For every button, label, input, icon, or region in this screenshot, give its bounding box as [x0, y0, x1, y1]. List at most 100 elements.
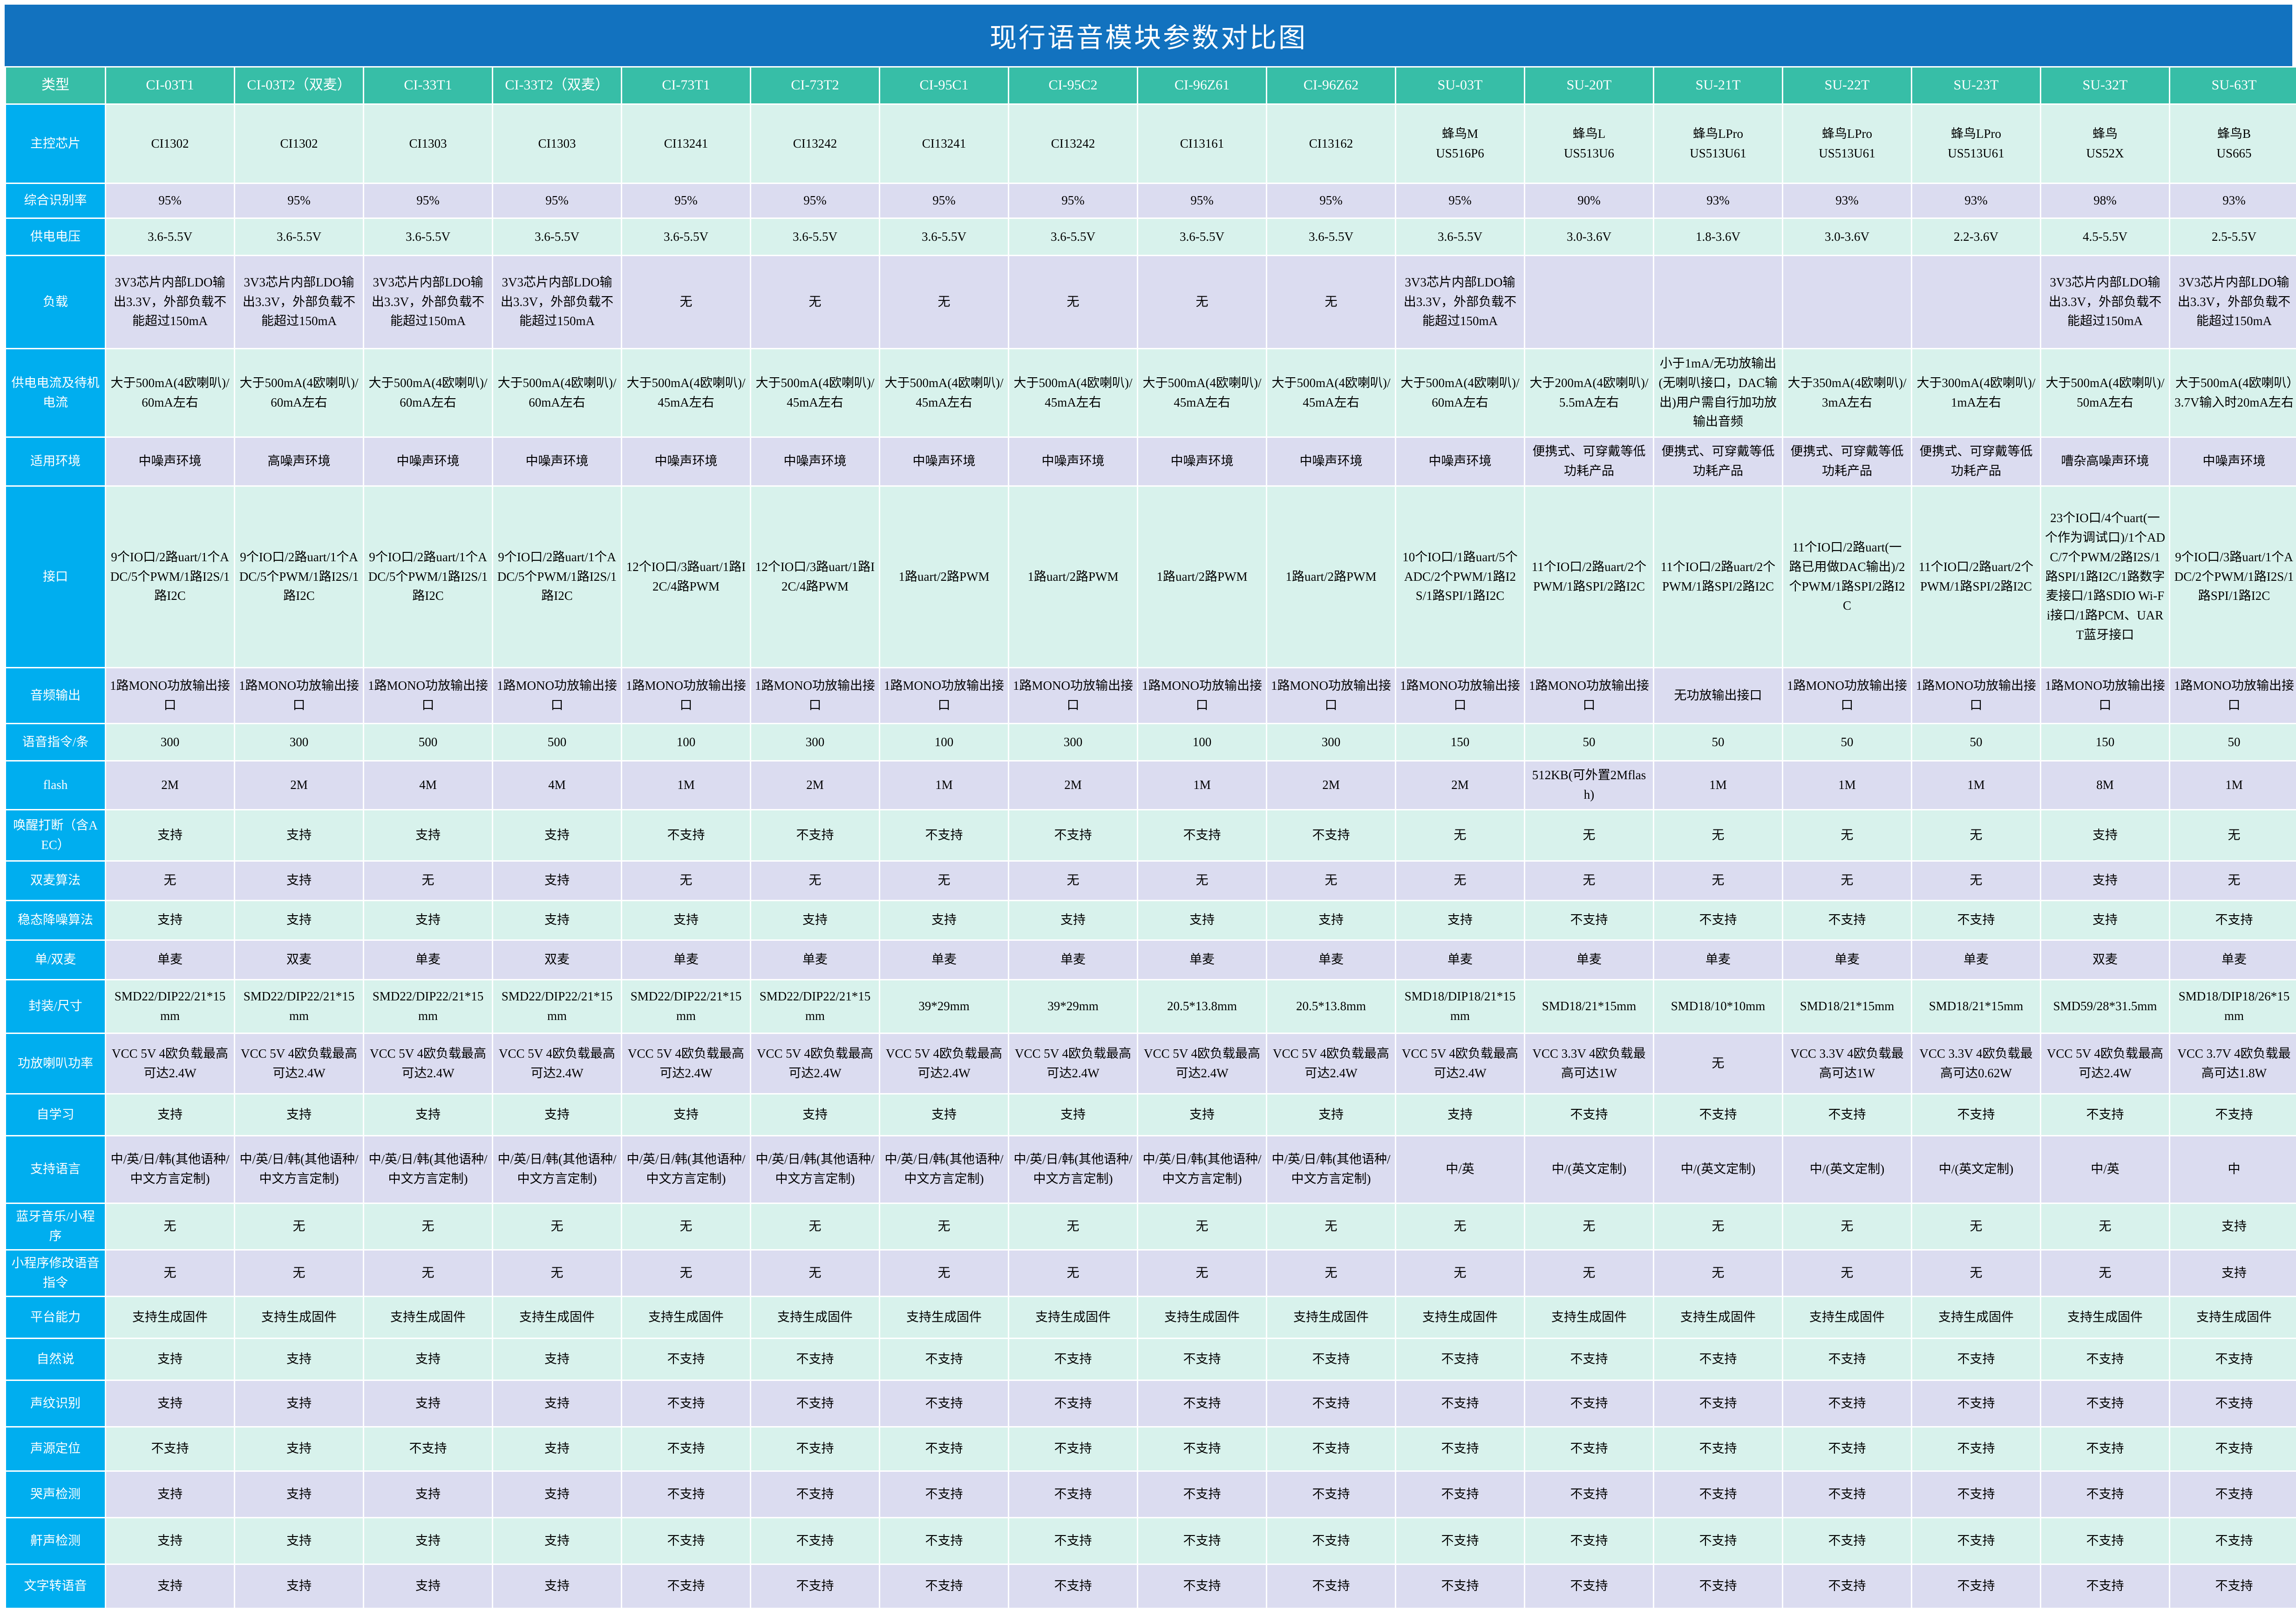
table-cell: 不支持 [1911, 1338, 2041, 1381]
table-cell: 2M [1395, 760, 1525, 810]
table-cell: 10个IO口/1路uart/5个ADC/2个PWM/1路I2S/1路SPI/1路… [1395, 485, 1525, 668]
table-cell: 95% [1008, 183, 1138, 219]
table-cell: 4M [363, 760, 493, 810]
table-cell: 大于500mA(4欧喇叭)/60mA左右 [1395, 348, 1525, 438]
table-cell: 支持 [492, 1380, 622, 1428]
table-cell: 蜂鸟B US665 [2169, 103, 2296, 184]
table-cell: 1M [879, 760, 1009, 810]
table-cell: CI13161 [1137, 103, 1267, 184]
table-cell: 大于500mA(4欧喇叭)/45mA左右 [1137, 348, 1267, 438]
table-cell: 支持 [1266, 900, 1396, 941]
table-row: flash 2M 2M 4M 4M 1M 2M 1M 2M 1M 2M 2M 512KB(可外置2Mfl… [5, 760, 2296, 810]
table-cell: 无 [1395, 860, 1525, 901]
table-cell: 3.0-3.6V [1524, 218, 1654, 256]
table-cell: 不支持 [2169, 900, 2296, 941]
table-cell: 3.6-5.5V [492, 218, 622, 256]
table-cell: 支持 [492, 860, 622, 901]
table-cell: CI13241 [621, 103, 751, 184]
row-label: 唤醒打断（含AEC） [5, 809, 106, 862]
table-cell: 中/英/日/韩(其他语种/中文方言定制) [234, 1135, 364, 1204]
table-cell: 不支持 [879, 809, 1009, 862]
row-label: 哭声检测 [5, 1470, 106, 1518]
table-row: 负载 3V3芯片内部LDO输出3.3V，外部负载不能超过150mA 3V3芯片内部L… [5, 255, 2296, 349]
table-cell: 不支持 [1008, 1470, 1138, 1518]
table-cell: 支持 [492, 1093, 622, 1136]
table-cell: 支持 [1008, 900, 1138, 941]
table-row: 语音指令/条 300 300 500 500 100 300 100 300 100 300 150 5… [5, 723, 2296, 761]
table-row: 主控芯片 CI1302 CI1302 CI1303 CI1303 CI13241 CI132… [5, 103, 2296, 184]
table-cell: 不支持 [1008, 1517, 1138, 1565]
table-cell: 无 [750, 1203, 880, 1251]
table-cell: 大于500mA(4欧喇叭)/45mA左右 [621, 348, 751, 438]
row-label: 蓝牙音乐/小程序 [5, 1203, 106, 1251]
table-cell: 双麦 [2040, 939, 2170, 980]
table-cell: 不支持 [1524, 1517, 1654, 1565]
table-row: 封装/尺寸 SMD22/DIP22/21*15mm SMD22/DIP22/21*1… [5, 979, 2296, 1034]
table-cell: 不支持 [1653, 1517, 1783, 1565]
table-cell: 大于200mA(4欧喇叭)/5.5mA左右 [1524, 348, 1654, 438]
header-row: 类型 CI-03T1 CI-03T2（双麦） CI-33T1 CI-33T2（双麦） CI… [5, 66, 2296, 105]
table-cell: 中噪声环境 [363, 436, 493, 487]
table-cell: 无 [879, 1203, 1009, 1251]
row-label: 接口 [5, 485, 106, 668]
table-cell: 大于500mA(4欧喇叭)/50mA左右 [2040, 348, 2170, 438]
table-cell: 中/(英文定制) [1653, 1135, 1783, 1204]
table-cell: SMD22/DIP22/21*15mm [492, 979, 622, 1034]
column-header: CI-03T2（双麦） [234, 66, 364, 105]
table-cell: 不支持 [750, 1380, 880, 1428]
table-cell: 无 [363, 1249, 493, 1297]
table-cell: 不支持 [1395, 1470, 1525, 1518]
table-cell: 不支持 [1266, 1564, 1396, 1609]
table-cell: 支持生成固件 [1782, 1296, 1912, 1339]
table-cell: 支持 [492, 809, 622, 862]
table-cell: 单麦 [105, 939, 235, 980]
table-cell: 不支持 [1911, 1380, 2041, 1428]
table-cell: 不支持 [1524, 1338, 1654, 1381]
table-cell: 无 [1266, 255, 1396, 349]
table-cell: 无功放输出接口 [1653, 667, 1783, 724]
table-cell: 无 [1782, 809, 1912, 862]
table-cell: 无 [1395, 1249, 1525, 1297]
table-cell: 1路uart/2路PWM [1266, 485, 1396, 668]
table-cell: 不支持 [1782, 1470, 1912, 1518]
table-cell: 无 [621, 860, 751, 901]
table-cell: VCC 5V 4欧负载最高可达2.4W [750, 1033, 880, 1095]
table-cell: 无 [1008, 1203, 1138, 1251]
column-header: SU-03T [1395, 66, 1525, 105]
table-cell: 大于350mA(4欧喇叭)/3mA左右 [1782, 348, 1912, 438]
table-cell: 不支持 [879, 1517, 1009, 1565]
row-label: 语音指令/条 [5, 723, 106, 761]
table-cell: VCC 5V 4欧负载最高可达2.4W [879, 1033, 1009, 1095]
table-cell: 不支持 [621, 1380, 751, 1428]
table-cell: 便携式、可穿戴等低功耗产品 [1653, 436, 1783, 487]
table-cell: 不支持 [2040, 1426, 2170, 1472]
table-cell: 500 [492, 723, 622, 761]
row-label: 双麦算法 [5, 860, 106, 901]
table-cell: SMD22/DIP22/21*15mm [621, 979, 751, 1034]
table-cell: 12个IO口/3路uart/1路I2C/4路PWM [750, 485, 880, 668]
table-cell: 1M [1911, 760, 2041, 810]
column-header: SU-32T [2040, 66, 2170, 105]
row-label: 自学习 [5, 1093, 106, 1136]
table-cell: 无 [750, 860, 880, 901]
table-cell: 不支持 [2169, 1338, 2296, 1381]
table-cell: SMD22/DIP22/21*15mm [234, 979, 364, 1034]
row-label: 小程序修改语音指令 [5, 1249, 106, 1297]
table-cell: 支持 [621, 1093, 751, 1136]
table-cell: 不支持 [1782, 1093, 1912, 1136]
row-label: 供电电压 [5, 218, 106, 256]
table-cell: 100 [879, 723, 1009, 761]
table-cell: 中/英/日/韩(其他语种/中文方言定制) [363, 1135, 493, 1204]
table-cell: 300 [1266, 723, 1396, 761]
table-cell: 不支持 [1524, 900, 1654, 941]
table-cell: 11个IO口/2路uart/2个PWM/1路SPI/2路I2C [1653, 485, 1783, 668]
table-cell: 支持 [2040, 900, 2170, 941]
column-header: CI-73T1 [621, 66, 751, 105]
table-cell: 不支持 [1137, 1426, 1267, 1472]
table-cell: 无 [1524, 809, 1654, 862]
table-cell: 1路MONO功放输出接口 [1266, 667, 1396, 724]
table-cell: 不支持 [1653, 1470, 1783, 1518]
table-cell: 无 [1395, 1203, 1525, 1251]
table-cell: 支持生成固件 [1524, 1296, 1654, 1339]
table-cell: 3.6-5.5V [879, 218, 1009, 256]
